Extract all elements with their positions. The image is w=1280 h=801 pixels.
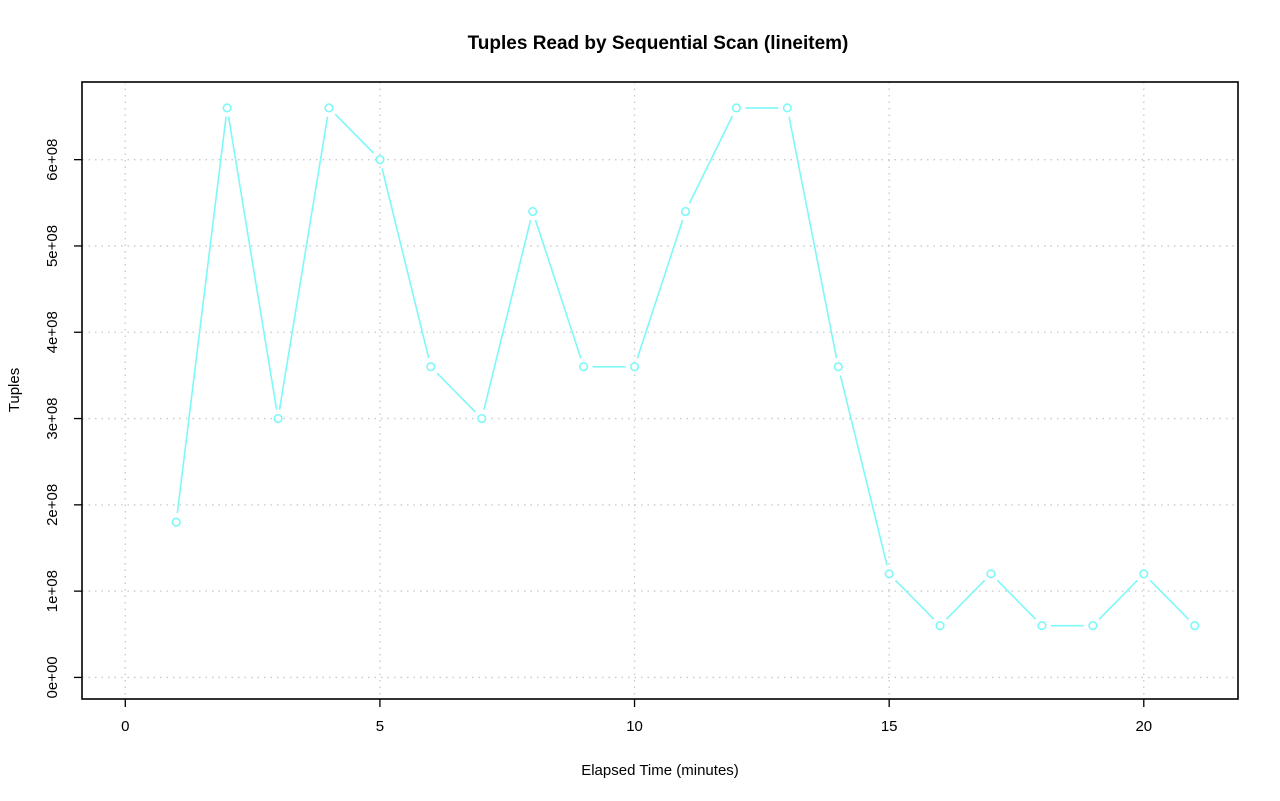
- data-point: [477, 413, 487, 424]
- series-line-segment: [381, 168, 430, 359]
- data-point: [1190, 621, 1200, 631]
- y-axis: 0e+00 1e+08 2e+08 3e+08 4e+08 5e+08 6e+08: [44, 139, 82, 698]
- chart-title: Tuples Read by Sequential Scan (lineitem…: [468, 33, 849, 54]
- plot-frame: [81, 81, 1239, 700]
- data-point: [884, 569, 894, 579]
- series-line-segment: [894, 579, 935, 620]
- data-point: [273, 413, 283, 424]
- data-point: [833, 362, 843, 372]
- data-point: [426, 362, 436, 372]
- data-point: [324, 103, 334, 113]
- series-line-segment: [334, 113, 375, 154]
- series-line-segment: [1098, 579, 1139, 620]
- y-tick-label: 2e+08: [44, 484, 61, 526]
- data-point: [171, 517, 181, 527]
- series-line-segment: [788, 116, 838, 359]
- data-point: [629, 362, 640, 372]
- y-tick-label: 6e+08: [44, 139, 61, 181]
- series-line-segment: [688, 115, 734, 204]
- series-line-segment: [996, 579, 1037, 620]
- data-point: [986, 569, 996, 579]
- series-line-segment: [278, 116, 329, 410]
- data-point: [1088, 621, 1098, 631]
- series-line-segment: [1149, 579, 1189, 620]
- data-point: [731, 103, 741, 113]
- series-line-segment: [483, 219, 532, 410]
- series-line-segment: [636, 219, 684, 359]
- data-point: [1139, 569, 1149, 579]
- x-tick-label: 10: [626, 718, 643, 735]
- data-point: [375, 155, 385, 165]
- data-point: [680, 206, 691, 217]
- data-point: [782, 103, 792, 113]
- y-tick-label: 5e+08: [44, 225, 61, 267]
- grid-lines: [82, 82, 1238, 699]
- y-tick-label: 1e+08: [44, 570, 61, 612]
- data-point: [1037, 621, 1047, 631]
- data-series: [171, 103, 1200, 631]
- x-tick-label: 0: [121, 718, 129, 735]
- x-axis: 0 5 10 15 20: [121, 699, 1152, 735]
- y-axis-label: Tuples: [6, 368, 23, 412]
- data-point: [579, 362, 589, 372]
- data-point: [528, 206, 538, 217]
- series-line-segment: [839, 375, 888, 566]
- data-point: [222, 103, 232, 113]
- x-tick-label: 15: [881, 718, 898, 735]
- data-point: [935, 621, 945, 631]
- series-line-segment: [227, 116, 278, 410]
- y-tick-label: 3e+08: [44, 397, 61, 439]
- series-line-segment: [176, 116, 227, 514]
- x-tick-label: 5: [376, 718, 384, 735]
- series-line-segment: [534, 219, 582, 359]
- y-tick-label: 0e+00: [44, 656, 61, 698]
- y-tick-label: 4e+08: [44, 311, 61, 353]
- x-tick-label: 20: [1135, 718, 1152, 735]
- series-line-segment: [945, 579, 986, 620]
- series-line-segment: [436, 372, 477, 413]
- x-axis-label: Elapsed Time (minutes): [581, 762, 739, 779]
